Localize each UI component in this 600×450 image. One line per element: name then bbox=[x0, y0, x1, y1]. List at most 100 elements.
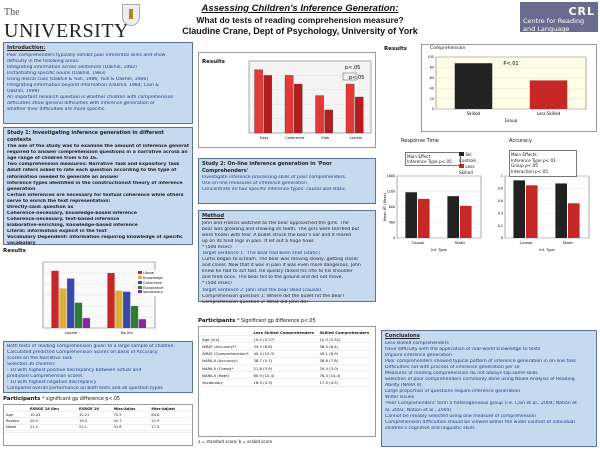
results-mid-box: Results Easy Coherence Elab Lexical p<.05 p<.… bbox=[198, 52, 376, 148]
conclusion-line: Cannot be reliably selected using one me… bbox=[385, 413, 536, 419]
study1-line: generation bbox=[7, 186, 36, 192]
acc-bar bbox=[526, 185, 538, 238]
acc-y-tick: 1 bbox=[501, 174, 503, 178]
results1-note-line: scores on the Narrative Task bbox=[7, 356, 73, 362]
study1-line: Literal: information explicit in the tex… bbox=[7, 229, 107, 235]
participants1-cell bbox=[150, 430, 191, 433]
study1-panel: Study 1: Investigating inference generat… bbox=[3, 127, 193, 247]
results-mid-bar bbox=[284, 75, 294, 134]
results-mid-p-box bbox=[342, 72, 358, 81]
rt-title: Response Time bbox=[401, 138, 439, 144]
conclusion-line: Selection of poor comprehenders commonly… bbox=[385, 377, 575, 383]
study1-line: Certain inferences are necessary for tex… bbox=[7, 192, 184, 198]
participants1-cell bbox=[5, 430, 29, 433]
acc-chart-box: Main Effects: Inference Type p<.01 Group… bbox=[489, 146, 595, 254]
results1-legend-item: Elaborative bbox=[138, 285, 164, 291]
participants2-header: Skilled Comprehenders bbox=[318, 329, 373, 337]
comp-y-tick: 20 bbox=[430, 97, 434, 101]
rt-y-tick: 1200 bbox=[387, 190, 395, 194]
conclusion-line: 'Poor Comprehenders' form a heterogeneou… bbox=[385, 401, 577, 407]
results-mid-p-label-2: p<.05 bbox=[349, 75, 364, 81]
results-mid-heading: Results bbox=[202, 59, 225, 65]
results1-legend-item: Knowledge bbox=[138, 275, 163, 281]
participants2-note: * Significant gp difference p<.05 bbox=[236, 319, 316, 324]
participants2-cell: 40.4 (10.3) bbox=[252, 350, 319, 358]
results-mid-bar bbox=[354, 96, 364, 134]
conclusion-line: al, 2002; Nation et al., 2004) bbox=[385, 407, 452, 413]
method-lines: John and Francis watched as the bear app… bbox=[202, 221, 372, 306]
participants1-cell: 19.3 bbox=[78, 417, 113, 425]
results-mid-bar bbox=[293, 83, 303, 134]
study1-line: Inference types identified in the constr… bbox=[7, 180, 183, 186]
conclusion-line: Ability (NARA II). bbox=[385, 383, 423, 389]
rt-box-line: Inference Type p<.05 bbox=[407, 159, 452, 164]
method-line: Target sentence 1: 'The bear had been sh… bbox=[202, 251, 320, 257]
results1-legend-item: Vocabulary bbox=[138, 290, 163, 295]
intro-panel: Introduction: Poor comprehenders typical… bbox=[3, 42, 193, 124]
participants2-cell: 16.3 (4.3) bbox=[252, 378, 319, 387]
method-line: knew he had to act fast. He quickly rais… bbox=[202, 269, 353, 275]
comp-category-label: Skilled bbox=[467, 111, 481, 116]
comp-bar bbox=[529, 80, 568, 109]
results1-note-line: Compared overall performance on both tes… bbox=[7, 386, 163, 392]
participants1-cell: 72.5 bbox=[112, 411, 151, 419]
results1-legend-item: Literal bbox=[138, 271, 163, 276]
comp-y-tick: 60 bbox=[430, 76, 434, 80]
rt-effect-box: Main Effect: Inference Type p<.05 bbox=[405, 152, 461, 166]
acc-y-tick: 0.4 bbox=[498, 211, 503, 215]
results1-legend-marker bbox=[138, 285, 142, 289]
study2-heading: Study 2: On-line inference generation in… bbox=[202, 161, 332, 174]
rt-chart-box: Main Effect: Inference Type p<.05 Skl Co… bbox=[381, 146, 487, 254]
participants1-cell: Neale bbox=[5, 424, 29, 431]
participants1-cell: 84.8 bbox=[150, 411, 191, 419]
participants1-cell: Ravens bbox=[5, 417, 29, 425]
study1-line: required to answer comprehension questio… bbox=[7, 150, 188, 156]
participants1-row: Age 10.43 10.21 72.5 84.8 bbox=[5, 411, 191, 419]
participants1-table-box: RSRGE 18 Gen RSRGE 18 Miss-Adjus Miss-Adjus… bbox=[3, 404, 193, 446]
participants2-header: Less Skilled Comprehenders bbox=[252, 329, 319, 337]
study1-line: vocabulary bbox=[7, 241, 36, 247]
participants1-header bbox=[5, 406, 29, 413]
crest-icon bbox=[122, 4, 140, 26]
participants2-row: Vocabulary 16.3 (4.3) 17.0 (4.5) bbox=[201, 378, 373, 387]
participants2-cell: 10.0 (0.52) bbox=[318, 335, 373, 344]
participants1-cell: 41.7 bbox=[112, 417, 151, 425]
rt-bar bbox=[447, 196, 459, 238]
results-mid-bar bbox=[315, 95, 324, 134]
participants2-cell: NARA-II (Rate) bbox=[201, 371, 253, 380]
participants2-cell: Age (yrs) bbox=[201, 335, 253, 344]
participants2-table-box: Less Skilled Comprehenders Skilled Compre… bbox=[198, 326, 376, 437]
acc-title: Accuracy bbox=[509, 138, 532, 144]
results1-legend-label: Vocabulary bbox=[143, 290, 163, 295]
participants2-cell: 29.4 (3.0) bbox=[318, 364, 373, 373]
results1-legend-label: Elaborative bbox=[143, 285, 164, 290]
participants2-cell: 21.8 (3.9) bbox=[252, 364, 319, 373]
acc-bar bbox=[513, 180, 525, 238]
rt-legend-marker-1 bbox=[459, 152, 464, 156]
participants1-cell: 22.1 bbox=[78, 424, 113, 431]
participants2-cell: Vocabulary bbox=[201, 378, 253, 387]
method-line: John and Francis watched as the bear app… bbox=[202, 220, 349, 226]
conclusion-line: children's cognitive and linguistic skil… bbox=[385, 425, 475, 431]
participants1-row: Ravens 20.0 19.3 41.7 21.9 bbox=[5, 417, 191, 425]
participants1-heading: Participants bbox=[3, 396, 41, 402]
results-right-section: Results Comprehension 0 20 40 60 80 100 Skille… bbox=[381, 42, 597, 328]
participants2-row: WRAT (Accuracy)* 34.3 (8.8) 36.5 (8.4) bbox=[201, 342, 373, 351]
method-line: Comprehension question 1: Where did the … bbox=[202, 293, 345, 299]
participants2-cell: 17.0 (4.5) bbox=[318, 378, 373, 387]
comp-bar bbox=[454, 63, 493, 109]
results1-legend-label: Knowledge bbox=[143, 275, 163, 280]
title-line-2: What do tests of reading comprehension m… bbox=[196, 15, 404, 25]
results-mid-p-label-1: p<.05 bbox=[345, 65, 360, 71]
method-line: were frozen with fear. A bullet struck t… bbox=[202, 232, 352, 238]
results1-bar bbox=[67, 278, 75, 328]
study1-lines: The aim of the study was to examine the … bbox=[7, 144, 189, 247]
participants2-cell: 78.4 (14.4) bbox=[318, 371, 373, 380]
poster-title: Assessing Children's Inference Generatio… bbox=[150, 3, 450, 36]
comp-x-label: Group bbox=[505, 118, 518, 123]
results-mid-bar bbox=[345, 83, 355, 134]
acc-group-label: Static bbox=[563, 240, 574, 245]
acc-x-label: Inf. Type bbox=[539, 247, 555, 252]
conclusion-line: have difficulty with the application of … bbox=[385, 346, 541, 352]
participants1-header: Miss-Adjus bbox=[112, 406, 151, 413]
